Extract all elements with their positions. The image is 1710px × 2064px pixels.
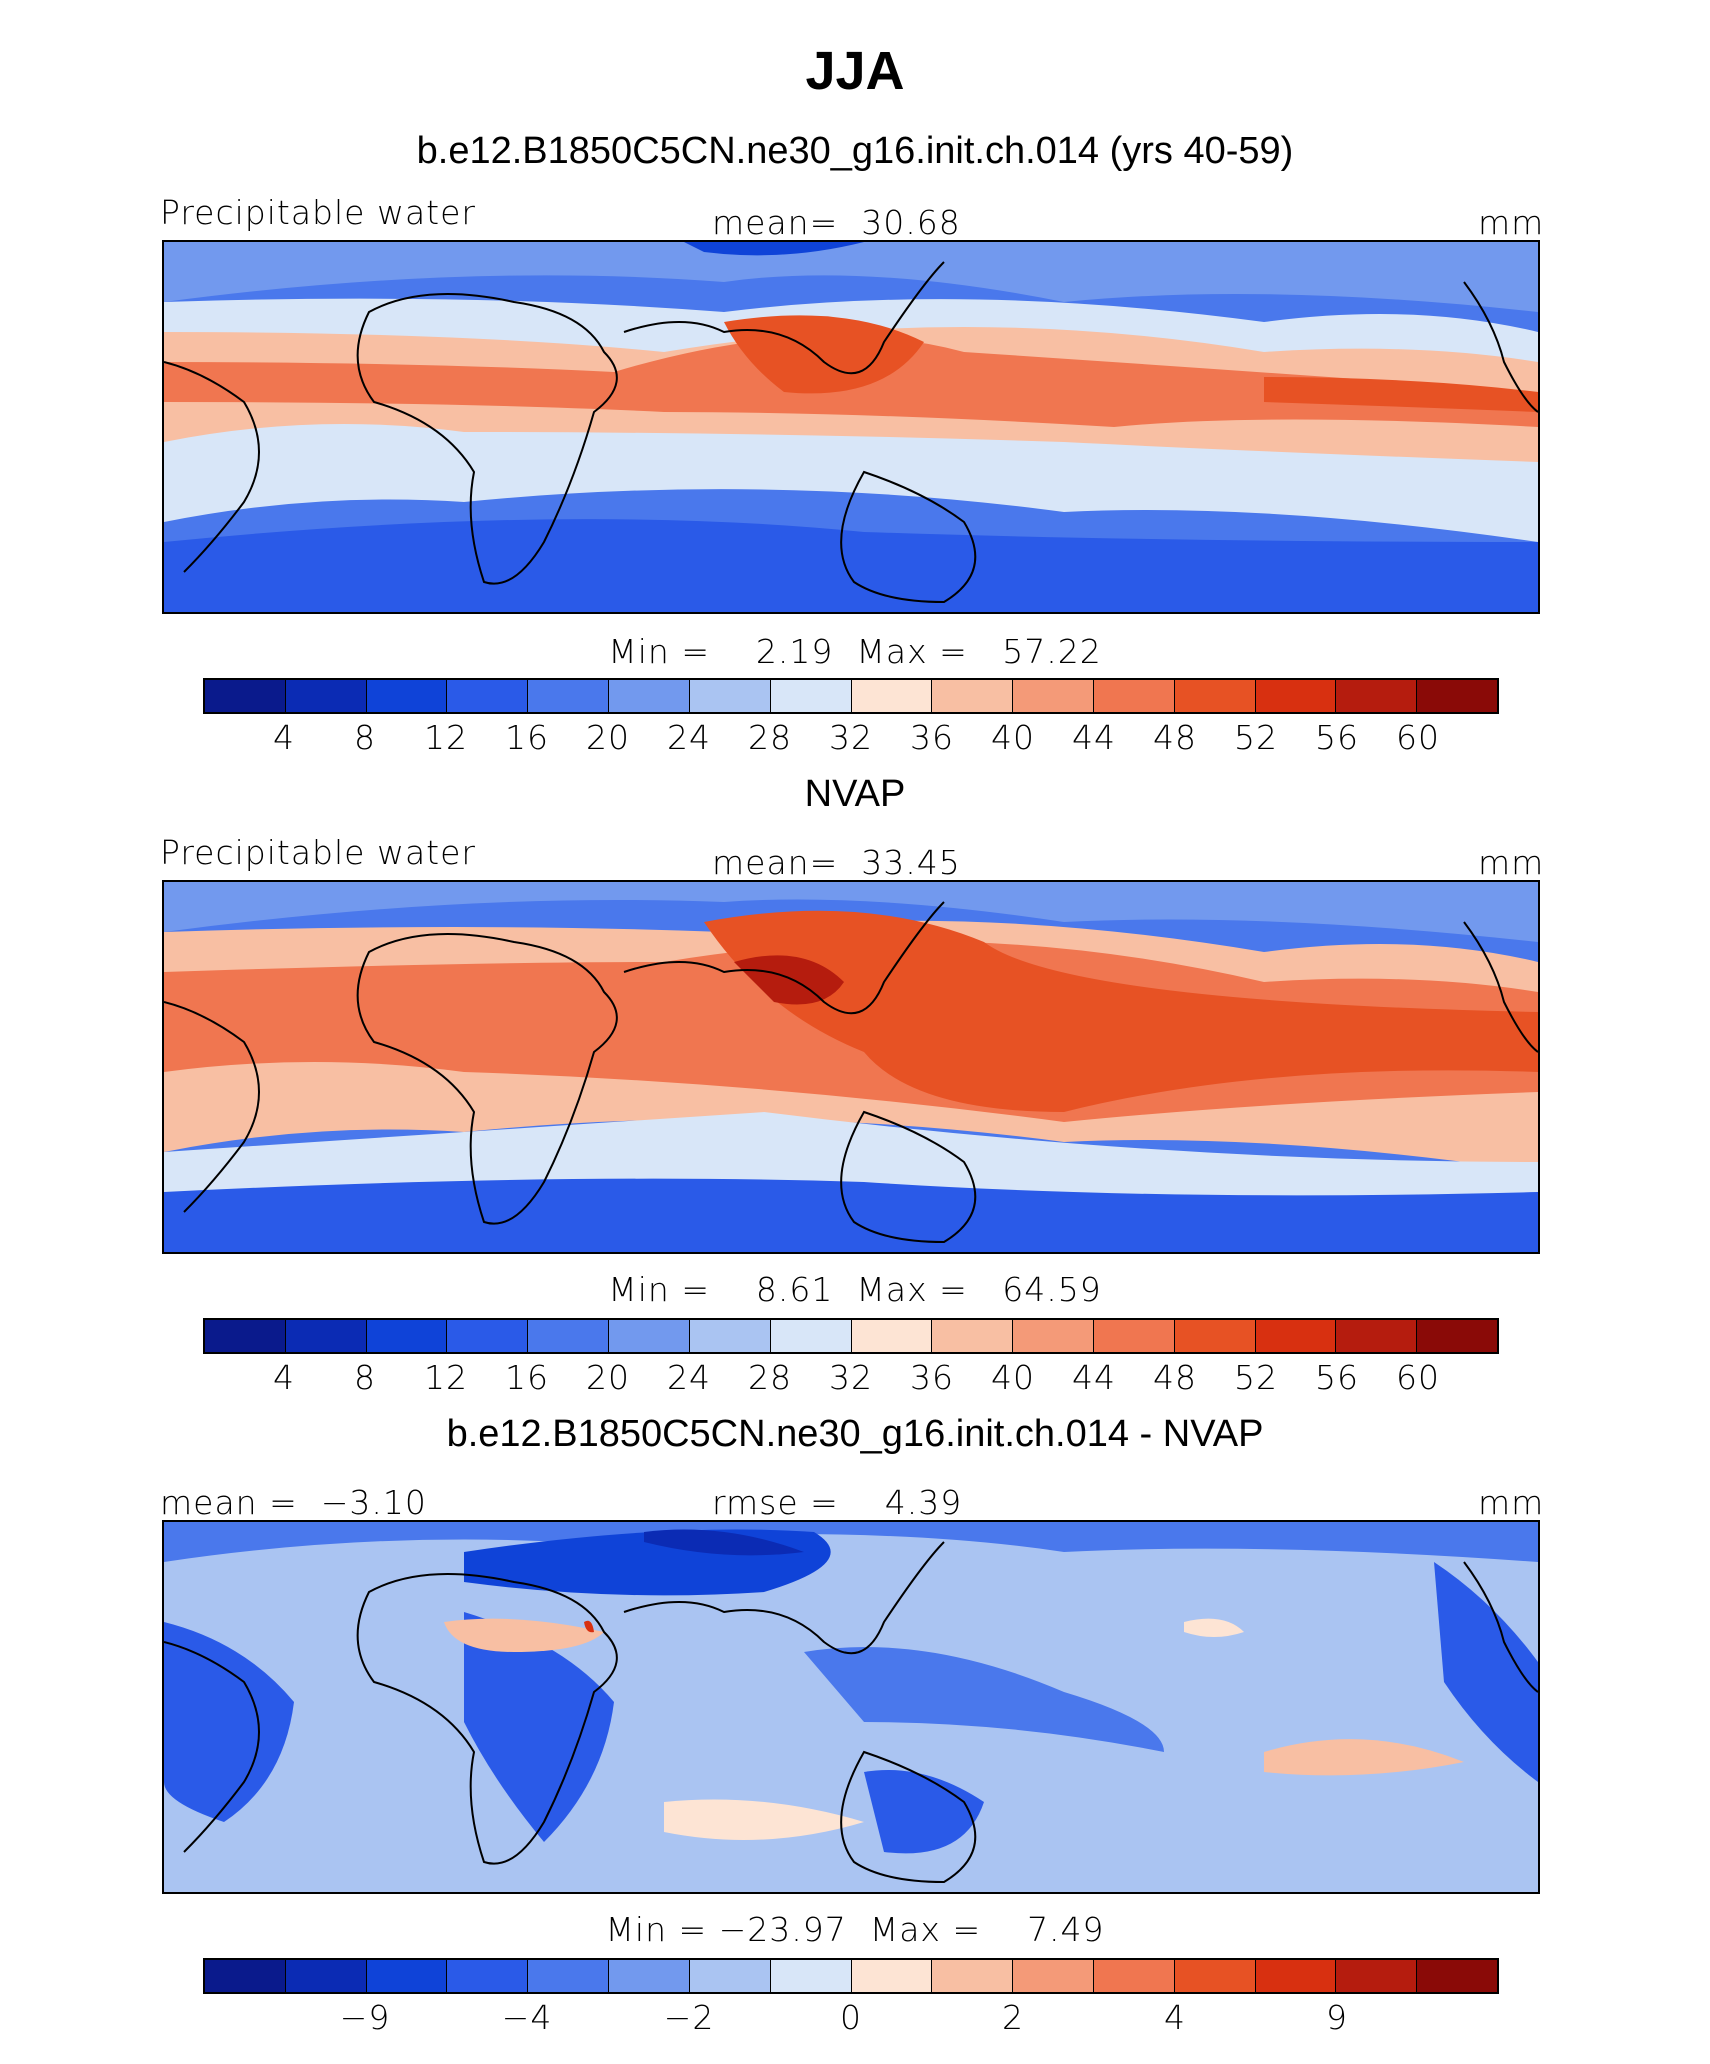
- panel-1-variable-label: Precipitable water: [160, 193, 476, 232]
- colorbar-box: [851, 1960, 933, 1992]
- colorbar-box: [366, 1320, 448, 1352]
- colorbar-box: [205, 680, 286, 712]
- colorbar-box: [1093, 680, 1175, 712]
- colorbar-box: [851, 1320, 933, 1352]
- panel-3-map: [162, 1520, 1540, 1894]
- panel-1-mean-label: mean= 30.68: [712, 203, 961, 242]
- colorbar-box: [770, 1960, 852, 1992]
- panel-1-colorbar: [203, 678, 1499, 714]
- panel-2-units-label: mm: [1478, 843, 1545, 882]
- colorbar-box: [1013, 1320, 1094, 1352]
- colorbar-box: [1255, 1320, 1337, 1352]
- colorbar-box: [1013, 680, 1094, 712]
- panel-3-min-max: Min = −23.97 Max = 7.49: [605, 1910, 1105, 1949]
- panel-2-min-max: Min = 8.61 Max = 64.59: [608, 1270, 1102, 1309]
- colorbar-box: [1336, 1960, 1418, 1992]
- colorbar-box: [205, 1960, 286, 1992]
- panel-3-colorbar: [203, 1958, 1499, 1994]
- colorbar-box: [285, 1320, 367, 1352]
- colorbar-box: [205, 1320, 286, 1352]
- colorbar-box: [447, 680, 529, 712]
- panel-2-colorbar: [203, 1318, 1499, 1354]
- colorbar-box: [689, 680, 771, 712]
- colorbar-box: [689, 1960, 771, 1992]
- panel-2-colorbar-ticks: 4 8 12 16 20 24 28 32 36 40 44 48 52 56 60: [273, 1358, 1440, 1397]
- panel-1-colorbar-ticks: 4 8 12 16 20 24 28 32 36 40 44 48 52 56 60: [273, 718, 1440, 757]
- colorbar-box: [1255, 680, 1337, 712]
- colorbar-box: [1417, 1320, 1497, 1352]
- colorbar-box: [1417, 680, 1497, 712]
- panel-3-units-label: mm: [1478, 1483, 1545, 1522]
- colorbar-box: [932, 1320, 1014, 1352]
- panel-2-variable-label: Precipitable water: [160, 833, 476, 872]
- colorbar-box: [366, 1960, 448, 1992]
- panel-2-mean-label: mean= 33.45: [712, 843, 961, 882]
- panel-1-title: b.e12.B1850C5CN.ne30_g16.init.ch.014 (yr…: [416, 130, 1294, 172]
- panel-3-title: b.e12.B1850C5CN.ne30_g16.init.ch.014 - N…: [446, 1413, 1264, 1455]
- panel-1-units-label: mm: [1478, 203, 1545, 242]
- colorbar-box: [1336, 1320, 1418, 1352]
- colorbar-box: [285, 680, 367, 712]
- colorbar-box: [366, 680, 448, 712]
- colorbar-box: [1255, 1960, 1337, 1992]
- colorbar-box: [528, 680, 610, 712]
- colorbar-box: [932, 1960, 1014, 1992]
- colorbar-box: [1336, 680, 1418, 712]
- panel-2-title: NVAP: [804, 773, 906, 815]
- colorbar-box: [447, 1960, 529, 1992]
- colorbar-box: [528, 1320, 610, 1352]
- panel-3-mean-label: mean = −3.10: [160, 1483, 427, 1522]
- colorbar-box: [609, 680, 690, 712]
- colorbar-box: [932, 680, 1014, 712]
- panel-1-min-max: Min = 2.19 Max = 57.22: [608, 632, 1102, 671]
- panel-2-map: [162, 880, 1540, 1254]
- colorbar-box: [770, 680, 852, 712]
- colorbar-box: [770, 1320, 852, 1352]
- colorbar-box: [689, 1320, 771, 1352]
- colorbar-box: [528, 1960, 610, 1992]
- panel-1-map: [162, 240, 1540, 614]
- panel-3-rmse-label: rmse = 4.39: [712, 1483, 963, 1522]
- panel-3-colorbar-ticks: −9 −4 −2 0 2 4 9: [339, 1998, 1348, 2037]
- figure-title: JJA: [805, 41, 905, 101]
- colorbar-box: [1417, 1960, 1497, 1992]
- colorbar-box: [609, 1320, 690, 1352]
- colorbar-box: [1093, 1960, 1175, 1992]
- colorbar-box: [851, 680, 933, 712]
- colorbar-box: [285, 1960, 367, 1992]
- colorbar-box: [447, 1320, 529, 1352]
- colorbar-box: [1093, 1320, 1175, 1352]
- colorbar-box: [609, 1960, 690, 1992]
- colorbar-box: [1174, 1960, 1256, 1992]
- colorbar-box: [1174, 1320, 1256, 1352]
- colorbar-box: [1174, 680, 1256, 712]
- colorbar-box: [1013, 1960, 1094, 1992]
